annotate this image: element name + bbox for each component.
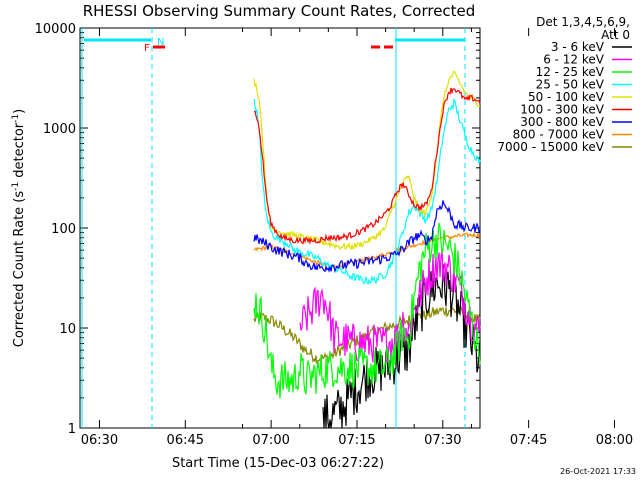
y-tick-label: 10000 [35, 22, 76, 37]
y-tick-label: 1 [68, 422, 76, 437]
series-line [253, 87, 481, 245]
series-line [253, 222, 481, 399]
x-tick-label: 07:45 [510, 433, 547, 448]
x-axis-label: Start Time (15-Dec-03 06:27:22) [172, 456, 384, 471]
x-tick-label: 06:45 [167, 433, 204, 448]
x-tick-label: 06:30 [81, 433, 118, 448]
series-line [253, 70, 481, 251]
y-tick-label: 1000 [43, 122, 76, 137]
night-flag-label: N [157, 37, 164, 48]
legend-label: 12 - 25 keV [536, 65, 605, 79]
series-line [253, 200, 481, 273]
y-axis-label-end: ) [12, 109, 27, 114]
legend-label: 3 - 6 keV [551, 40, 605, 54]
y-axis-label-main: Corrected Count Rate (s [12, 191, 27, 348]
legend-label: 300 - 800 keV [520, 115, 604, 129]
legend-label: 6 - 12 keV [543, 53, 605, 67]
legend-label: 7000 - 15000 keV [497, 140, 604, 154]
y-axis-label-sup1: -1 [11, 182, 21, 191]
x-tick-label: 07:00 [252, 433, 289, 448]
y-tick-label: 10 [59, 322, 76, 337]
timestamp: 26-Oct-2021 17:33 [560, 467, 636, 476]
series-line [299, 248, 481, 363]
y-axis-label-sup2: -1 [11, 114, 21, 123]
series-line [253, 232, 481, 269]
legend-header-1: Det 1,3,4,5,6,9, [536, 15, 630, 29]
plot-area: 1 10 100 1000 10000 06:30 06:45 07:00 07:15 07:30… [35, 22, 634, 448]
chart-title: RHESSI Observing Summary Count Rates, Co… [83, 2, 476, 20]
x-tick-label: 08:00 [596, 433, 633, 448]
legend-label: 100 - 300 keV [520, 103, 604, 117]
legend-label: 800 - 7000 keV [513, 128, 605, 142]
y-axis-label: Corrected Count Rate (s-1 detector-1) [11, 109, 27, 347]
x-tick-label: 07:30 [424, 433, 461, 448]
legend-label: 50 - 100 keV [528, 90, 605, 104]
flare-flag-label: F [144, 43, 150, 54]
y-axis-label-mid: detector [12, 122, 27, 182]
y-tick-label: 100 [51, 222, 76, 237]
legend-label: 25 - 50 keV [536, 78, 605, 92]
x-tick-label: 07:15 [338, 433, 375, 448]
legend-header-2: Att 0 [601, 28, 630, 42]
series-line [253, 98, 481, 285]
plot-frame [79, 27, 481, 429]
